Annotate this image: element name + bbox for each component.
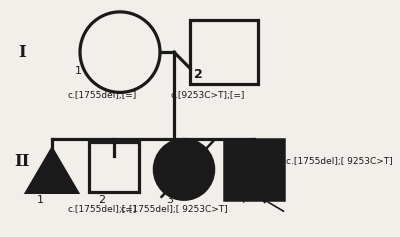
Bar: [190, 20, 258, 84]
Text: c.[9253C>T];[=]: c.[9253C>T];[=]: [171, 91, 245, 100]
Text: c.[1755del];[=]: c.[1755del];[=]: [67, 205, 137, 214]
Text: 2: 2: [98, 195, 106, 205]
Text: c.[1755del];[=]: c.[1755del];[=]: [67, 91, 137, 100]
Text: 2: 2: [194, 68, 202, 81]
Text: c.[1755del];[ 9253C>T]: c.[1755del];[ 9253C>T]: [121, 205, 227, 214]
Text: 1: 1: [36, 195, 44, 205]
Ellipse shape: [154, 139, 214, 200]
Polygon shape: [26, 148, 78, 193]
Bar: [224, 139, 284, 200]
Text: II: II: [14, 153, 30, 170]
Text: I: I: [18, 44, 26, 61]
Text: 1: 1: [74, 66, 82, 76]
Text: 4: 4: [238, 195, 246, 205]
Text: c.[1755del];[ 9253C>T]: c.[1755del];[ 9253C>T]: [286, 157, 393, 166]
Bar: [89, 142, 139, 192]
Text: 3: 3: [166, 195, 174, 205]
